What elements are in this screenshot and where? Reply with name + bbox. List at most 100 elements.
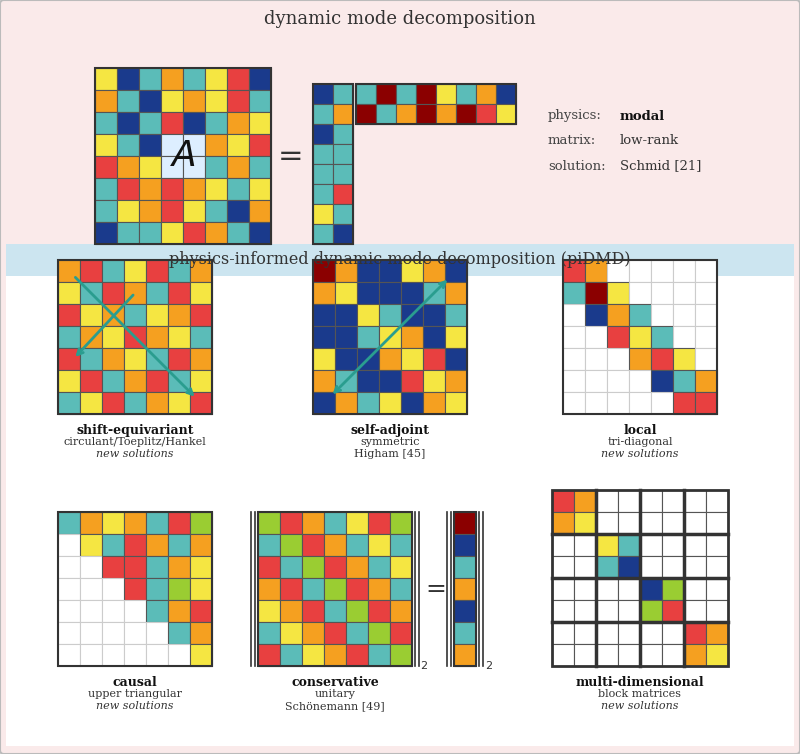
Bar [596,644,618,666]
Bar [313,124,333,144]
Bar [6,244,794,276]
Text: self-adjoint: self-adjoint [350,424,430,437]
Bar [124,370,146,392]
Bar [146,578,168,600]
Bar [313,260,467,414]
Bar [124,556,146,578]
Bar [423,392,445,414]
Bar [335,326,357,348]
Bar [607,392,629,414]
Bar [706,512,728,534]
Text: 2: 2 [420,661,427,671]
Bar [335,304,357,326]
Bar [552,534,574,556]
Bar [102,304,124,326]
Bar [249,178,271,200]
Bar [302,512,324,534]
Bar [706,490,728,512]
Bar [80,556,102,578]
Bar [379,392,401,414]
Bar [574,622,596,644]
Bar [335,392,357,414]
Bar [456,84,476,104]
Bar [190,534,212,556]
Bar [596,490,618,512]
Bar [368,644,390,666]
Bar [563,282,585,304]
Bar [357,282,379,304]
Bar [401,326,423,348]
Bar [139,112,161,134]
Bar [651,370,673,392]
Bar [662,622,684,644]
Bar [249,68,271,90]
Bar [662,600,684,622]
Bar [390,622,412,644]
Bar [454,512,476,534]
Bar [95,178,117,200]
Bar [618,622,640,644]
Bar [416,84,436,104]
Bar [574,578,596,600]
Text: =: = [278,142,304,170]
Bar [124,326,146,348]
Bar [117,68,139,90]
Bar [117,200,139,222]
Bar [401,392,423,414]
Bar [313,184,333,204]
Bar [585,282,607,304]
Bar [190,644,212,666]
Bar [706,600,728,622]
Text: new solutions: new solutions [602,449,678,459]
Bar [102,644,124,666]
Bar [205,134,227,156]
Bar [183,68,205,90]
Bar [313,84,353,244]
Bar [161,222,183,244]
Bar [695,392,717,414]
Bar [139,156,161,178]
Bar [80,326,102,348]
Bar [227,156,249,178]
Bar [640,644,662,666]
Bar [183,222,205,244]
Bar [168,512,190,534]
Bar [258,578,280,600]
Bar [454,644,476,666]
Bar [640,578,662,600]
Bar [423,348,445,370]
Bar [168,556,190,578]
Bar [706,556,728,578]
Bar [313,204,333,224]
Bar [124,622,146,644]
Bar [280,600,302,622]
Bar [673,304,695,326]
Bar [390,534,412,556]
Bar [454,578,476,600]
Text: tri-diagonal: tri-diagonal [607,437,673,447]
Bar [258,622,280,644]
Bar [190,370,212,392]
Bar [673,348,695,370]
Bar [324,644,346,666]
Bar [368,600,390,622]
Bar [161,156,183,178]
Text: solution:: solution: [548,160,606,173]
Bar [684,622,706,644]
Bar [607,282,629,304]
Bar [695,370,717,392]
Bar [161,134,183,156]
Bar [227,68,249,90]
Bar [124,644,146,666]
Bar [183,200,205,222]
Text: multi-dimensional: multi-dimensional [576,676,704,689]
Bar [249,112,271,134]
Bar [227,200,249,222]
Bar [80,392,102,414]
Bar [357,370,379,392]
Bar [58,326,80,348]
Bar [80,600,102,622]
Bar [357,348,379,370]
Bar [673,260,695,282]
Bar [146,512,168,534]
